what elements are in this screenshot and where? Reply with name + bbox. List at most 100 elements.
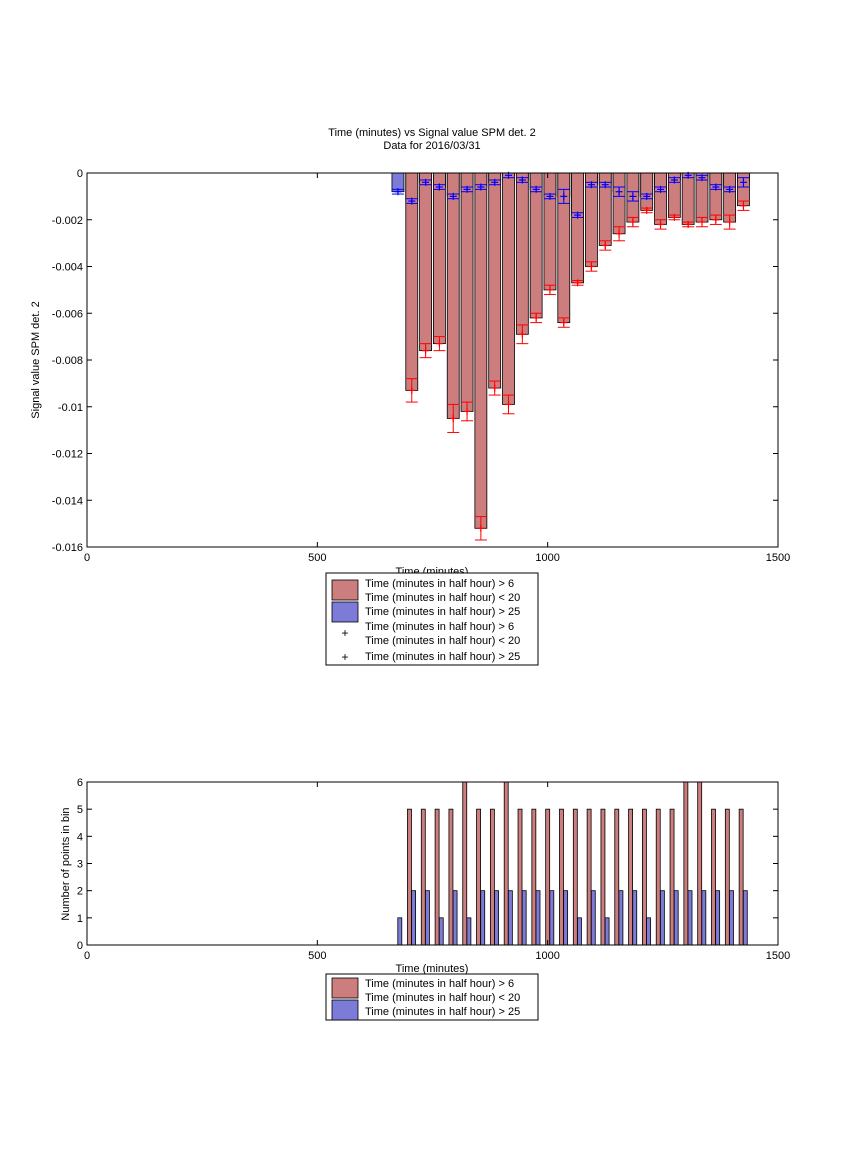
count-bar-mid-window [503,781,509,946]
signal-y-tick-label: -0.006 [52,308,83,320]
count-bar-mid-window [697,781,703,946]
legend-label: Time (minutes in half hour) > 25 [365,651,520,663]
bar-mid-window [474,172,488,529]
legend-label: Time (minutes in half hour) > 25 [365,606,520,618]
count-bar-late-window [673,890,679,946]
count-bar-mid-window [669,808,675,946]
count-bar-late-window [397,917,403,946]
count-bar-late-window [480,890,486,946]
count-bar-mid-window [683,781,689,946]
bar-mid-window [612,172,626,235]
count-y-tick-label: 5 [77,804,83,816]
count-bar-mid-window [655,808,661,946]
count-y-tick-label: 1 [77,913,83,925]
count-bar-mid-window [572,808,578,946]
count-bar-mid-window [738,808,744,946]
count-bar-late-window [521,890,527,946]
count-bar-mid-window [559,808,564,946]
count-bar-late-window [590,890,596,946]
signal-chart-title: Time (minutes) vs Signal value SPM det. … [328,127,535,139]
count-x-axis-label: Time (minutes) [396,963,469,975]
count-bar-mid-window [545,808,551,946]
bar-mid-window [543,172,557,291]
count-bar-mid-window [489,808,495,946]
count-bar-mid-window [642,808,647,946]
count-y-tick-label: 6 [77,777,83,789]
signal-y-tick-label: -0.012 [52,449,83,461]
signal-y-tick-label: -0.016 [52,542,83,554]
count-bar-late-window [535,890,541,946]
bar-mid-window [446,172,460,419]
count-bar-late-window [577,917,582,946]
signal-x-tick-label: 500 [308,552,326,564]
count-bar-late-window [411,890,417,946]
legend-marker-mid-window: + [341,626,348,640]
signal-x-tick-label: 1000 [535,552,559,564]
count-bar-mid-window [711,808,716,946]
signal-legend: Time (minutes in half hour) > 6 Time (mi… [325,572,539,666]
count-bar-late-window [466,917,472,946]
bar-mid-window [488,172,502,389]
signal-y-tick-label: -0.002 [52,215,83,227]
signal-y-axis-label: Signal value SPM det. 2 [30,301,42,418]
count-bar-late-window [715,890,721,946]
signal-x-tick-label: 0 [84,552,90,564]
signal-y-tick-label: -0.01 [58,402,83,414]
count-bar-mid-window [407,808,412,946]
count-bar-late-window [618,890,624,946]
count-x-tick-label: 500 [308,950,326,962]
count-bar-late-window [729,890,734,946]
signal-y-tick-label: -0.004 [52,262,83,274]
count-x-tick-label: 1000 [535,950,559,962]
count-bar-late-window [687,890,693,946]
count-y-tick-label: 3 [77,859,83,871]
legend-label: Time (minutes in half hour) > 6 [365,578,514,590]
bar-mid-window [419,172,432,352]
count-bar-late-window [438,917,444,946]
count-y-tick-label: 2 [77,886,83,898]
legend-swatch-mid-window [331,579,359,601]
count-bar-mid-window [724,808,730,946]
count-y-tick-label: 0 [77,940,83,952]
legend-marker-late-window: + [341,650,348,664]
legend-label: Time (minutes in half hour) > 6 [365,978,514,990]
count-bar-mid-window [628,808,633,946]
legend-swatch-late-window [331,999,359,1021]
count-bar-mid-window [434,808,440,946]
count-y-axis-label: Number of points in bin [60,807,72,920]
legend-swatch-late-window [331,601,359,623]
count-bar-mid-window [531,808,537,946]
legend-swatch-mid-window [331,977,359,999]
signal-x-tick-label: 1500 [766,552,790,564]
signal-chart-subtitle: Data for 2016/03/31 [383,140,480,152]
signal-y-tick-label: -0.014 [52,495,83,507]
count-bar-mid-window [476,808,481,946]
count-bar-late-window [646,917,651,946]
count-chart: 0 500 1000 1500 0 1 2 3 4 5 6 Time (minutes) Numbe… [60,777,790,1021]
bar-mid-window [405,172,419,391]
count-x-tick-label: 1500 [766,950,790,962]
legend-label: Time (minutes in half hour) < 20 [365,592,520,604]
bar-mid-window [681,172,695,225]
legend-label: Time (minutes in half hour) < 20 [365,992,520,1004]
count-bar-mid-window [586,808,592,946]
count-bar-late-window [742,890,748,946]
count-bar-late-window [549,890,555,946]
signal-plot-area [87,173,778,547]
count-bar-mid-window [600,808,606,946]
count-bar-late-window [604,917,610,946]
count-bar-mid-window [614,808,620,946]
count-bar-late-window [452,890,458,946]
count-bar-late-window [659,890,665,946]
bar-mid-window [433,172,446,345]
count-legend-box [325,973,539,1021]
count-y-tick-label: 4 [77,831,83,843]
bar-mid-window [515,172,529,335]
signal-legend-box [325,572,539,666]
count-bar-mid-window [420,808,426,946]
count-x-tick-label: 0 [84,950,90,962]
count-bar-late-window [563,890,569,946]
count-bar-mid-window [448,808,454,946]
bar-mid-window [640,172,654,211]
